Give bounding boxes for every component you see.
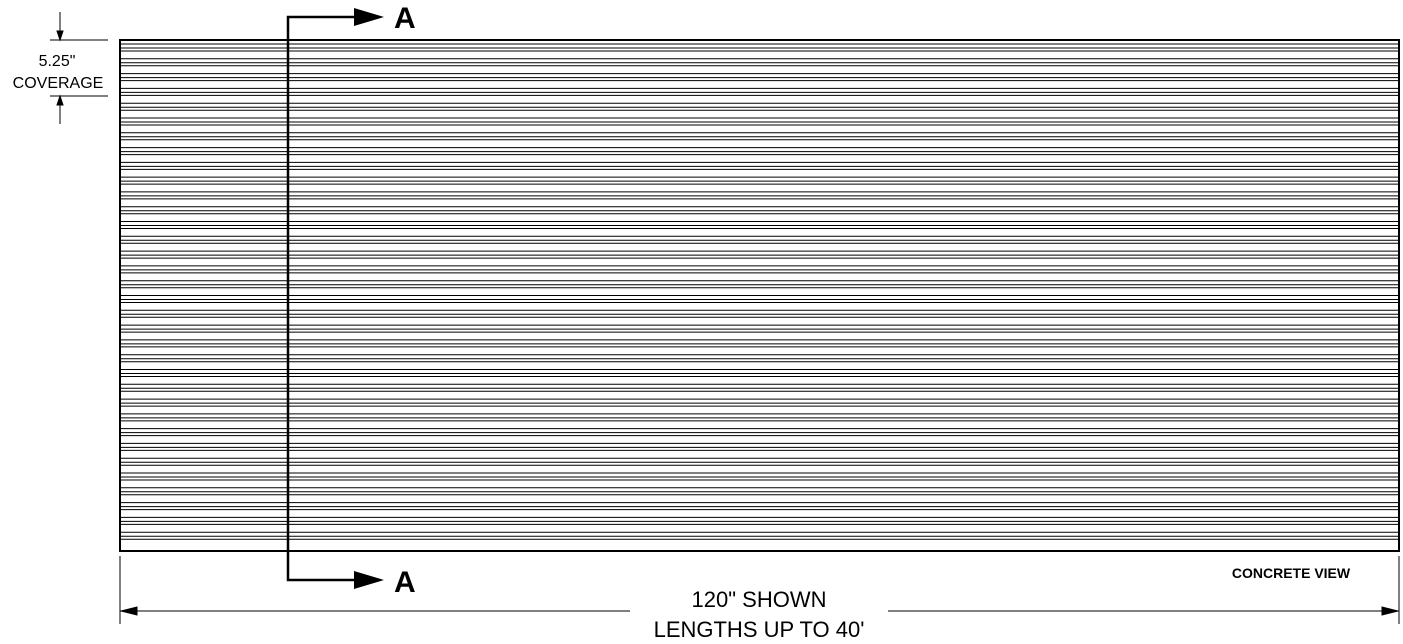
section-cut-path (286, 15, 358, 582)
coverage-label: COVERAGE (13, 75, 104, 92)
coverage-arrow-bottom (56, 94, 64, 106)
length-range-label: LENGTHS UP TO 40' (654, 617, 865, 642)
coverage-value: 5.25" (39, 53, 76, 70)
length-shown-label: 120" SHOWN (692, 587, 827, 612)
section-label-top: A (394, 2, 416, 35)
view-label: CONCRETE VIEW (1232, 565, 1351, 581)
section-label-bottom: A (394, 566, 416, 599)
section-arrow-bottom (354, 571, 384, 589)
section-cut-line (286, 15, 358, 582)
coverage-arrow-top (56, 30, 64, 42)
panel-outline (119, 39, 1400, 552)
length-arrow-left (120, 606, 138, 616)
section-arrow-top (354, 8, 384, 26)
length-arrow-right (1381, 606, 1399, 616)
length-dimension (119, 556, 1400, 624)
coverage-dimension (50, 12, 108, 124)
panel-rib-lines (121, 43, 1398, 540)
